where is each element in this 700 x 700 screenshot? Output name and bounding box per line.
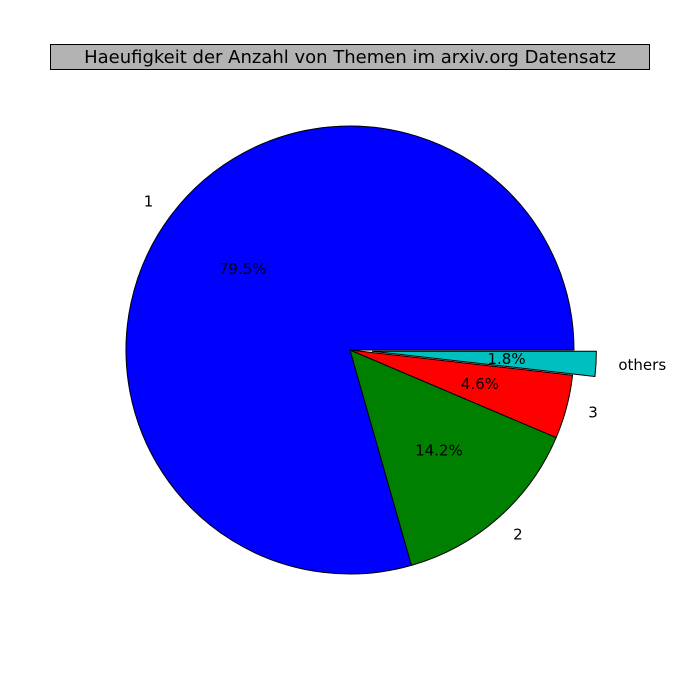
chart-title: Haeufigkeit der Anzahl von Themen im arx… bbox=[50, 44, 650, 70]
pie-label-3: 3 bbox=[588, 404, 598, 422]
pie-slice-3 bbox=[349, 349, 574, 439]
pie-label-1: 1 bbox=[144, 193, 154, 211]
pie-pct-label-1: 79.5% bbox=[219, 260, 267, 278]
pie-label-2: 2 bbox=[513, 526, 523, 544]
pie-pct-label-others: 1.8% bbox=[487, 350, 525, 368]
pie-slice-1 bbox=[125, 125, 575, 575]
pie-label-others: others bbox=[618, 356, 666, 374]
pie-slice-others bbox=[371, 350, 597, 378]
pie-pct-label-2: 14.2% bbox=[415, 442, 463, 460]
pie-slice-2 bbox=[349, 349, 557, 566]
pie-pct-label-3: 4.6% bbox=[461, 375, 499, 393]
